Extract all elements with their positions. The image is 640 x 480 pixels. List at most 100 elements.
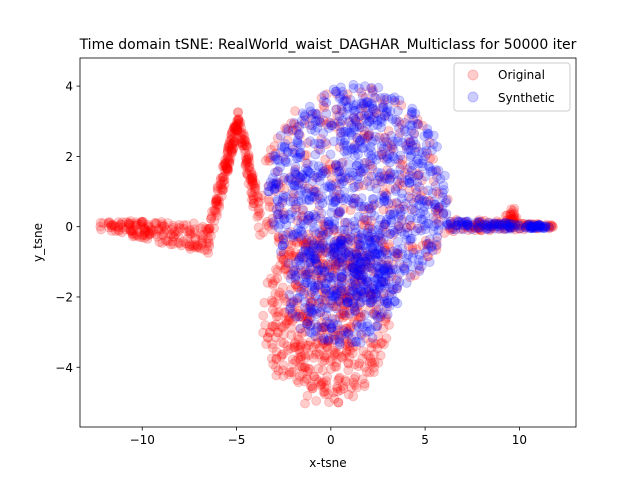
data-point-original	[314, 116, 325, 127]
data-point-original	[278, 360, 289, 371]
data-point-original	[254, 196, 264, 207]
data-point-original	[341, 327, 352, 338]
data-point-synthetic	[388, 139, 399, 150]
data-point-original	[229, 120, 240, 131]
data-point-original	[330, 347, 341, 358]
data-point-original	[366, 203, 376, 214]
data-point-original	[126, 226, 137, 237]
data-point-original	[233, 114, 244, 124]
data-point-original	[272, 273, 283, 284]
data-point-synthetic	[319, 96, 329, 106]
data-point-original	[213, 193, 224, 204]
data-point-original	[273, 177, 284, 188]
data-point-original	[353, 275, 364, 286]
data-point-synthetic	[364, 235, 375, 246]
data-point-original	[246, 172, 257, 183]
data-point-original	[243, 178, 254, 189]
data-point-original	[423, 195, 434, 206]
data-point-original	[204, 227, 214, 238]
data-point-original	[384, 170, 394, 181]
data-point-original	[351, 249, 362, 260]
data-point-original	[240, 159, 251, 170]
data-point-original	[348, 303, 358, 314]
data-point-original	[222, 163, 233, 173]
data-point-original	[210, 206, 221, 217]
data-point-original	[380, 276, 391, 287]
data-point-original	[192, 241, 203, 252]
data-point-original	[204, 238, 215, 249]
data-point-original	[242, 167, 252, 178]
data-point-original	[344, 292, 355, 303]
data-point-original	[327, 264, 338, 275]
data-point-original	[247, 175, 258, 186]
data-point-original	[283, 270, 294, 281]
data-point-original	[304, 313, 315, 324]
data-point-original	[294, 251, 305, 262]
data-point-synthetic	[383, 198, 394, 209]
data-point-original	[241, 158, 252, 169]
data-point-original	[264, 327, 275, 338]
data-point-original	[335, 309, 346, 320]
data-point-original	[247, 170, 258, 181]
data-point-original	[333, 397, 344, 408]
data-point-original	[311, 229, 322, 239]
data-point-original	[377, 149, 388, 160]
data-point-original	[300, 349, 310, 360]
data-point-original	[313, 190, 324, 201]
data-point-original	[239, 135, 250, 146]
data-point-original	[431, 244, 442, 255]
data-point-original	[242, 170, 253, 180]
data-point-original	[304, 293, 315, 304]
data-point-original	[356, 311, 367, 322]
data-point-original	[319, 389, 330, 400]
data-point-original	[210, 196, 221, 207]
data-point-original	[222, 148, 233, 159]
data-point-original	[329, 237, 340, 247]
data-point-original	[329, 393, 340, 404]
data-point-original	[282, 341, 293, 351]
data-point-original	[317, 335, 328, 346]
data-point-original	[212, 183, 223, 194]
data-point-original	[156, 224, 167, 234]
data-point-synthetic	[291, 311, 302, 322]
data-point-original	[371, 108, 382, 118]
data-point-original	[297, 311, 308, 322]
data-point-original	[311, 265, 322, 276]
data-point-original	[368, 338, 379, 349]
data-point-original	[311, 194, 322, 205]
data-point-original	[363, 350, 374, 361]
data-point-original	[318, 229, 329, 240]
data-point-original	[301, 269, 312, 280]
data-point-original	[375, 350, 386, 361]
data-point-original	[381, 333, 392, 344]
data-point-original	[317, 339, 328, 350]
data-point-original	[294, 344, 305, 355]
data-point-original	[239, 131, 250, 141]
data-point-original	[229, 123, 240, 134]
data-point-synthetic	[292, 228, 303, 239]
data-point-original	[236, 133, 246, 143]
data-point-synthetic	[349, 220, 360, 231]
data-point-original	[298, 204, 309, 215]
data-point-original	[340, 232, 351, 243]
data-point-original	[185, 226, 195, 237]
data-point-original	[248, 192, 259, 203]
data-point-original	[366, 288, 376, 299]
data-point-original	[212, 195, 223, 206]
data-point-original	[353, 253, 363, 264]
data-point-original	[340, 375, 351, 385]
data-point-original	[211, 207, 222, 218]
data-point-original	[324, 397, 334, 408]
data-point-original	[367, 358, 378, 369]
data-point-original	[369, 309, 380, 320]
data-point-original	[302, 312, 313, 323]
data-point-synthetic	[275, 246, 286, 257]
data-point-original	[331, 178, 341, 189]
data-point-original	[271, 354, 282, 364]
legend-label-synthetic: Synthetic	[498, 91, 555, 105]
data-point-synthetic	[362, 253, 372, 264]
data-point-synthetic	[350, 306, 361, 317]
data-point-original	[370, 339, 381, 350]
data-point-original	[215, 173, 226, 183]
data-point-original	[321, 380, 332, 391]
